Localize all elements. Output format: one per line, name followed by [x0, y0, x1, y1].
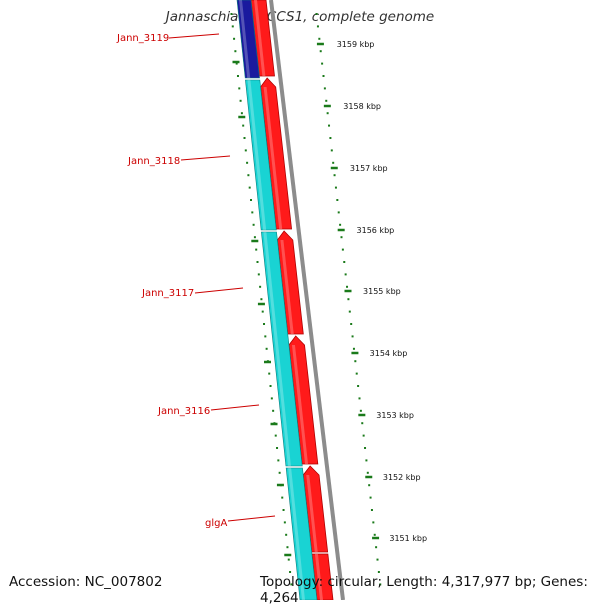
gene-label: Jann_3116: [157, 406, 210, 417]
genome-summary: Topology: circular; Length: 4,317,977 bp…: [260, 574, 588, 606]
gene-label: Jann_3118: [127, 156, 180, 167]
scale-tick-label: 3156 kbp: [357, 226, 395, 235]
scale-tick-label: 3155 kbp: [363, 287, 401, 296]
scale-tick-label: 3152 kbp: [383, 473, 421, 482]
gene-label-leader: [194, 287, 244, 294]
forward-gene-highlight: [280, 240, 294, 334]
forward-gene-highlight: [263, 87, 283, 229]
backbone-line: [269, 0, 345, 600]
forward-gene-highlight: [254, 0, 266, 76]
forward-strand-genes: [250, 0, 334, 600]
reverse-gene-block: [245, 79, 277, 231]
reverse-gene-block: [285, 467, 318, 600]
scale-tick-label: 3151 kbp: [389, 534, 427, 543]
gene-label: glgA: [205, 518, 227, 529]
gene-label: Jann_3117: [141, 288, 194, 299]
gene-label-leader: [168, 33, 220, 39]
gene-labels: Jann_3119 Jann_3118 Jann_3117 Jann_3116 glgA: [116, 33, 276, 529]
scale-tick-label: 3153 kbp: [376, 411, 414, 420]
scale-tick-label: 3154 kbp: [370, 349, 408, 358]
gene-label-leader: [180, 155, 231, 161]
scale-tick-label: 3157 kbp: [350, 164, 388, 173]
forward-gene-highlight: [314, 554, 323, 600]
scale-tick-label: 3159 kbp: [337, 40, 375, 49]
reverse-gene-highlight: [239, 0, 251, 78]
gene-label-leader: [227, 515, 276, 522]
reverse-strand-genes: [236, 0, 318, 600]
reverse-gene-highlight: [263, 232, 291, 466]
gene-label: Jann_3119: [116, 33, 169, 44]
accession-label: Accession: NC_007802: [9, 574, 163, 590]
scale-tick-label: 3158 kbp: [343, 102, 381, 111]
reverse-gene-block: [236, 0, 260, 79]
reverse-gene-highlight: [247, 80, 267, 230]
scale-ticks: 3159 kbp 3158 kbp 3157 kbp 3156 kbp 3155 kbp…: [230, 13, 427, 586]
map-title: Jannaschia sp. CCS1, complete genome: [165, 9, 435, 25]
reverse-gene-highlight: [288, 468, 305, 600]
forward-gene-highlight: [306, 475, 318, 552]
gene-label-leader: [210, 404, 260, 411]
reverse-gene-block: [261, 231, 303, 467]
forward-gene-highlight: [291, 345, 309, 464]
